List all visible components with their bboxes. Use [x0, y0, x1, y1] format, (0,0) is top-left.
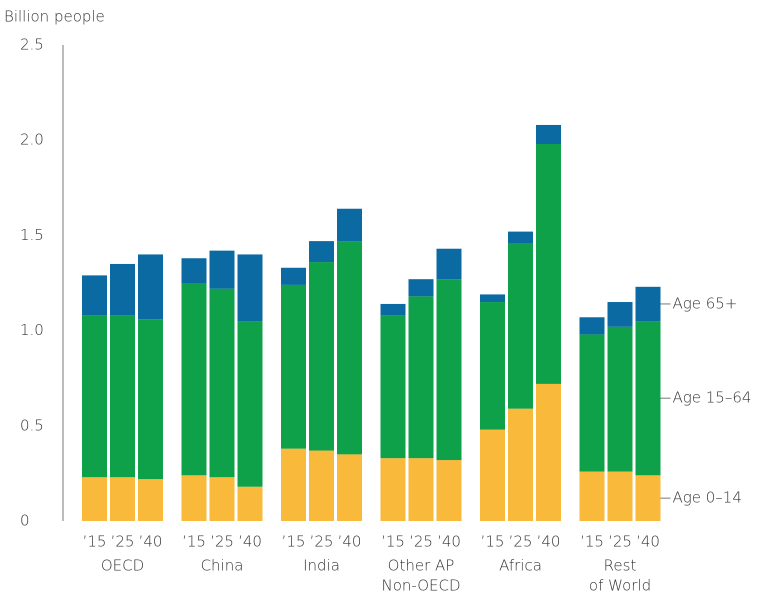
- bar-segment: [536, 124, 561, 145]
- bar-segment: [209, 288, 235, 478]
- bar-segment: [138, 479, 163, 521]
- x-sub-label: ’40: [537, 533, 561, 551]
- bar-segment: [209, 250, 235, 289]
- x-group-label: of World: [589, 577, 651, 595]
- bar-segment: [480, 429, 505, 521]
- y-tick-label: 1.5: [20, 226, 44, 244]
- bar-segment: [110, 477, 135, 521]
- bar-segment: [536, 144, 561, 384]
- bar-segment: [635, 475, 661, 521]
- x-group-label: Africa: [499, 557, 542, 575]
- bar-segment: [237, 254, 263, 322]
- bar-segment: [635, 286, 661, 322]
- bar-segment: [579, 334, 605, 472]
- x-sub-label: ’40: [338, 533, 362, 551]
- bar-segment: [480, 302, 505, 430]
- bar-segment: [408, 296, 434, 459]
- bar-segment: [607, 471, 633, 521]
- y-tick-label: 0.5: [20, 416, 44, 434]
- bar-segment: [138, 254, 163, 320]
- bar-segment: [607, 326, 633, 472]
- bar-segment: [281, 448, 306, 521]
- x-sub-label: ’15: [83, 533, 107, 551]
- bar-segment: [508, 231, 533, 244]
- bar-segment: [209, 477, 235, 521]
- x-sub-label: ’15: [182, 533, 206, 551]
- x-group-label: Rest: [604, 557, 637, 575]
- x-group-label: China: [201, 557, 244, 575]
- bar-segment: [436, 279, 462, 461]
- bar-segment: [82, 275, 107, 316]
- bar-segment: [309, 241, 334, 263]
- bar-segment: [380, 303, 406, 316]
- bar-segment: [237, 486, 263, 521]
- x-sub-label: ’25: [111, 533, 135, 551]
- bar-segment: [579, 317, 605, 335]
- y-axis-label: Billion people: [4, 8, 105, 26]
- x-group-label: India: [303, 557, 340, 575]
- bar-segment: [436, 460, 462, 521]
- bar-segment: [436, 248, 462, 280]
- bar-segment: [82, 315, 107, 478]
- bar-segment: [579, 471, 605, 521]
- x-sub-label: ’25: [608, 533, 632, 551]
- bar-segment: [110, 263, 135, 316]
- x-sub-label: ’15: [381, 533, 405, 551]
- bar-segment: [181, 475, 207, 521]
- bar-segment: [607, 302, 633, 327]
- bar-segment: [480, 294, 505, 303]
- bar-segment: [337, 208, 362, 242]
- bar-segment: [181, 258, 207, 283]
- x-group-label: Other AP: [388, 557, 455, 575]
- x-sub-label: ’25: [210, 533, 234, 551]
- bar-segment: [237, 321, 263, 487]
- x-sub-label: ’40: [636, 533, 660, 551]
- legend-label: Age 15–64: [673, 389, 752, 407]
- y-tick-label: 2.0: [20, 131, 44, 149]
- bar-segment: [508, 408, 533, 521]
- bar-segment: [408, 279, 434, 297]
- bar-segment: [337, 454, 362, 521]
- legend-label: Age 65+: [673, 294, 738, 312]
- bar-segment: [309, 262, 334, 451]
- bar-segment: [408, 458, 434, 521]
- x-sub-label: ’25: [310, 533, 334, 551]
- bar-segment: [181, 283, 207, 476]
- bar-segment: [281, 284, 306, 449]
- bar-segment: [281, 267, 306, 285]
- bar-segment: [138, 319, 163, 480]
- x-sub-label: ’15: [580, 533, 604, 551]
- y-tick-label: 0: [20, 512, 30, 530]
- x-sub-label: ’15: [481, 533, 505, 551]
- bar-segment: [309, 450, 334, 521]
- x-sub-label: ’40: [139, 533, 163, 551]
- bar-segment: [635, 321, 661, 476]
- legend-label: Age 0–14: [673, 489, 742, 507]
- bar-segment: [508, 243, 533, 409]
- x-sub-label: ’40: [437, 533, 461, 551]
- bar-segment: [380, 458, 406, 521]
- bar-segment: [337, 241, 362, 455]
- y-tick-label: 2.5: [20, 36, 44, 54]
- bar-segment: [380, 315, 406, 459]
- bar-segment: [536, 383, 561, 521]
- bar-segment: [82, 477, 107, 521]
- x-sub-label: ’15: [282, 533, 306, 551]
- x-group-label: Non-OECD: [381, 577, 460, 595]
- x-sub-label: ’25: [409, 533, 433, 551]
- x-sub-label: ’40: [238, 533, 262, 551]
- x-group-label: OECD: [101, 557, 144, 575]
- bar-segment: [110, 315, 135, 478]
- y-tick-label: 1.0: [20, 321, 44, 339]
- x-sub-label: ’25: [509, 533, 533, 551]
